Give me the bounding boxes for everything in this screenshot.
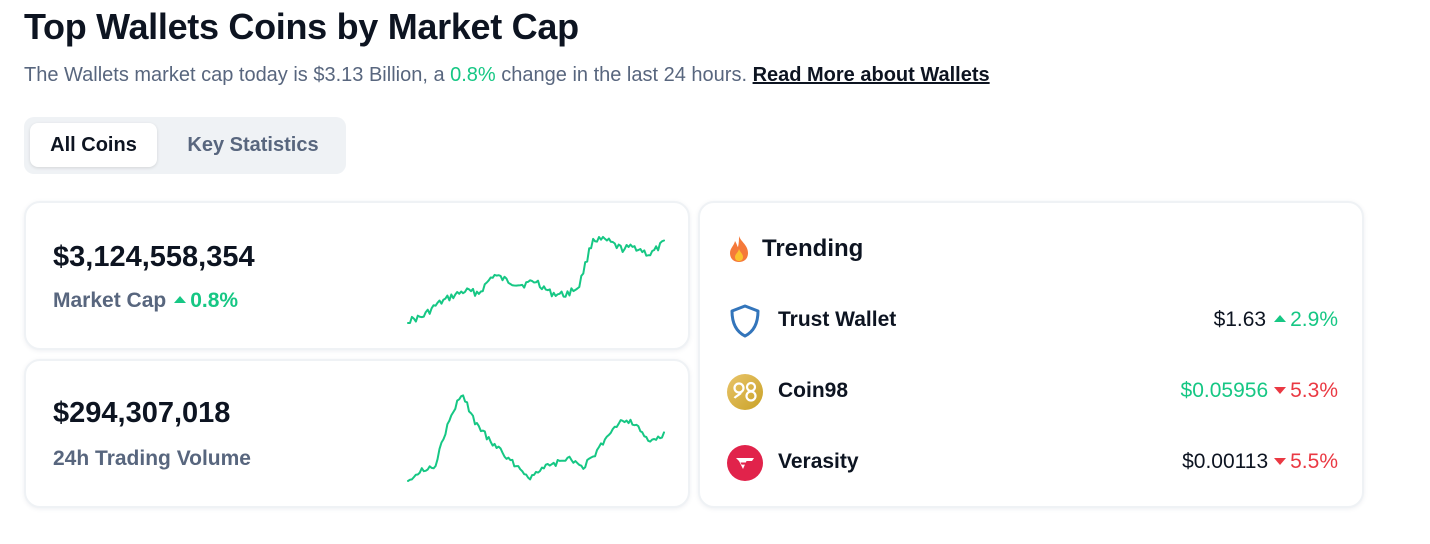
trending-item-trust-wallet[interactable]: Trust Wallet $1.63 2.9% — [726, 300, 1338, 340]
coin-name: Verasity — [778, 450, 859, 473]
trending-item-coin98[interactable]: Coin98 $0.05956 5.3% — [726, 371, 1338, 411]
page-title: Top Wallets Coins by Market Cap — [24, 6, 579, 47]
tab-bar: All Coins Key Statistics — [24, 117, 346, 174]
read-more-link[interactable]: Read More about Wallets — [752, 64, 990, 86]
market-summary: The Wallets market cap today is $3.13 Bi… — [24, 64, 990, 87]
fire-icon — [730, 236, 748, 262]
trending-item-verasity[interactable]: Verasity $0.00113 5.5% — [726, 442, 1338, 482]
coin-price: $1.63 — [1213, 308, 1267, 331]
caret-up-icon — [174, 295, 187, 303]
market-cap-sparkline — [407, 235, 665, 324]
market-cap-value: $3,124,558,354 — [53, 241, 255, 273]
market-cap-label: Market Cap — [53, 289, 167, 312]
trending-label: Trending — [762, 235, 864, 262]
summary-suffix: change in the last 24 hours. — [495, 64, 753, 86]
volume-value: $294,307,018 — [53, 397, 231, 429]
coin98-logo-icon — [727, 374, 763, 410]
summary-change: 0.8% — [450, 64, 496, 86]
coin-price: $0.00113 — [1182, 450, 1269, 473]
shield-icon — [730, 304, 760, 338]
coin-price-change: $0.00113 5.5% — [1182, 450, 1338, 474]
coin-price-change: $1.63 2.9% — [1214, 308, 1338, 332]
volume-label: 24h Trading Volume — [53, 447, 251, 470]
caret-down-icon — [1274, 386, 1287, 394]
trending-header: Trending — [728, 233, 863, 265]
tab-all-coins[interactable]: All Coins — [30, 123, 157, 167]
market-cap-label-row: Market Cap 0.8% — [53, 289, 238, 313]
caret-down-icon — [1274, 457, 1287, 465]
market-cap-change: 0.8% — [190, 289, 239, 312]
market-cap-card: $3,124,558,354 Market Cap 0.8% — [24, 201, 690, 350]
coin-name: Coin98 — [778, 379, 849, 402]
market-cap-sparkline-line — [407, 235, 665, 324]
coin-change: 2.9% — [1290, 308, 1338, 331]
tab-key-statistics[interactable]: Key Statistics — [187, 134, 319, 156]
caret-up-icon — [1274, 314, 1287, 322]
coin-price: $0.05956 — [1180, 379, 1269, 402]
verasity-logo-icon — [727, 445, 763, 481]
coin-change: 5.5% — [1290, 450, 1338, 473]
summary-prefix: The Wallets market cap today is $3.13 Bi… — [24, 64, 451, 86]
coin-change: 5.3% — [1290, 379, 1338, 402]
coin-price-change: $0.05956 5.3% — [1181, 379, 1338, 403]
volume-sparkline-line — [407, 394, 665, 482]
trending-card: Trending Trust Wallet $1.63 2.9% Coin98 $… — [698, 201, 1364, 508]
volume-card: $294,307,018 24h Trading Volume — [24, 359, 690, 508]
volume-sparkline — [407, 394, 665, 482]
coin-name: Trust Wallet — [778, 308, 897, 331]
